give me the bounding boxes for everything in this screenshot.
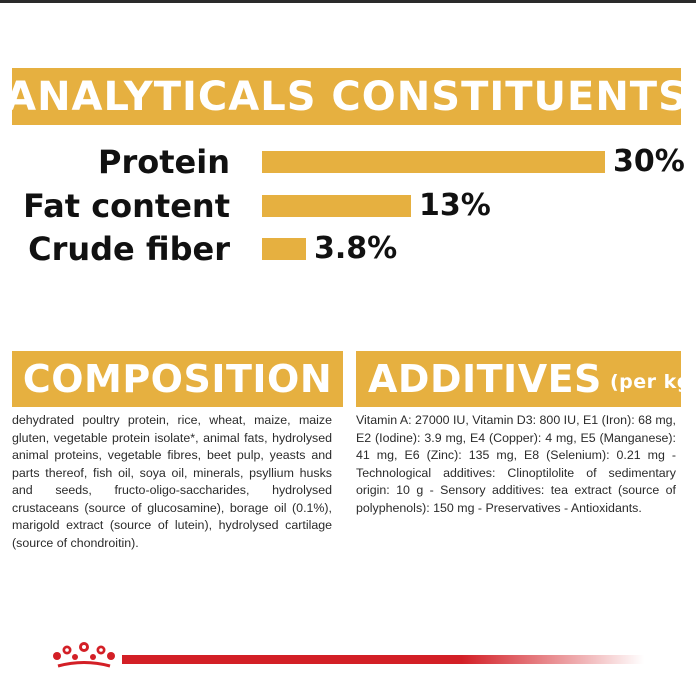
nutrient-bar bbox=[262, 151, 605, 173]
nutrient-label: Protein bbox=[98, 143, 230, 181]
nutrient-value: 13% bbox=[419, 188, 491, 223]
additives-heading-unit: (per kg) bbox=[609, 371, 681, 393]
composition-text: dehydrated poultry protein, rice, wheat,… bbox=[12, 413, 332, 550]
additives-text: Vitamin A: 27000 IU, Vitamin D3: 800 IU,… bbox=[356, 413, 676, 515]
nutrient-value: 30% bbox=[613, 144, 685, 179]
composition-heading: COMPOSITION bbox=[12, 351, 343, 407]
composition-heading-text: COMPOSITION bbox=[22, 357, 333, 401]
nutrient-bar bbox=[262, 195, 411, 217]
nutrient-row: Protein 30% bbox=[0, 142, 696, 182]
analytics-heading: ANALYTICALS CONSTITUENTS bbox=[12, 68, 681, 125]
analytics-heading-text: ANALYTICALS CONSTITUENTS bbox=[12, 73, 681, 120]
crown-icon bbox=[53, 642, 115, 668]
nutrient-bar bbox=[262, 238, 306, 260]
nutrient-label: Crude fiber bbox=[28, 230, 230, 268]
nutrient-value: 3.8% bbox=[314, 231, 398, 266]
top-strip bbox=[0, 0, 696, 3]
brand-line bbox=[122, 655, 644, 664]
nutrient-row: Fat content 13% bbox=[0, 186, 696, 226]
additives-heading-text: ADDITIVES bbox=[368, 357, 602, 401]
nutrient-label: Fat content bbox=[23, 187, 230, 225]
nutrient-row: Crude fiber 3.8% bbox=[0, 229, 696, 269]
additives-heading: ADDITIVES (per kg) bbox=[356, 351, 681, 407]
